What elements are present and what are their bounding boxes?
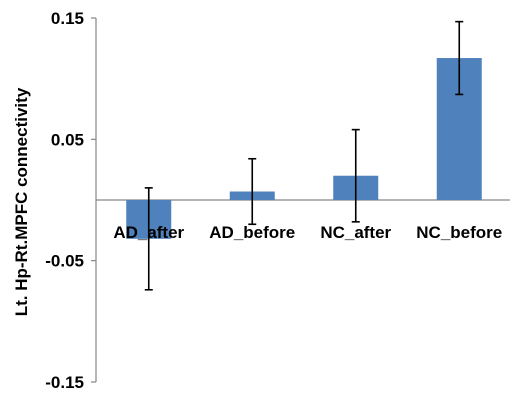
category-label-AD_after: AD_after [113,223,184,242]
y-tick-label: 0.05 [51,130,84,149]
category-label-AD_before: AD_before [209,223,295,242]
error-bar-AD_before [248,157,257,226]
y-tick-labels: 0.15 0.05 -0.05 -0.15 [45,9,96,392]
error-bar-NC_before [455,20,464,96]
y-tick-label: -0.15 [45,373,84,392]
category-labels: AD_after AD_before NC_after NC_before [113,223,502,242]
bars [126,58,482,239]
category-label-NC_before: NC_before [416,223,502,242]
y-tick-label: 0.15 [51,9,84,28]
y-tick-label: -0.05 [45,252,84,271]
error-bar-NC_after [351,128,360,223]
y-axis-title: Lt. Hp-Rt.MPFC connectivity [12,87,31,316]
category-label-NC_after: NC_after [320,223,391,242]
error-bars [144,20,464,291]
error-bar-AD_after [144,187,153,291]
